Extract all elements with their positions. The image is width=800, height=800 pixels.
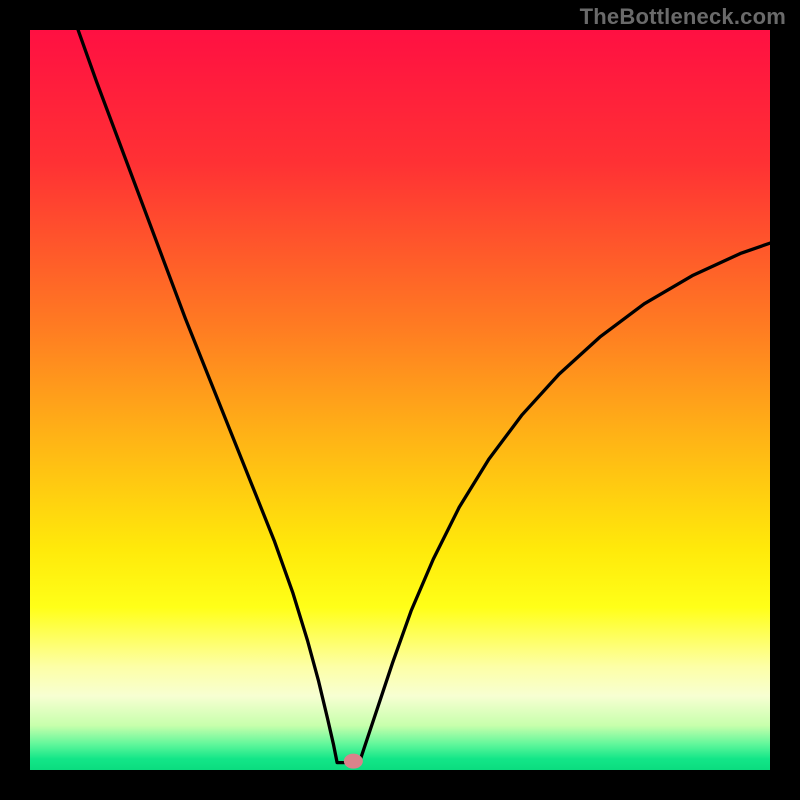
minimum-marker — [344, 754, 362, 768]
plot-background — [30, 30, 770, 770]
chart-frame: { "watermark": { "text": "TheBottleneck.… — [0, 0, 800, 800]
chart-svg — [0, 0, 800, 800]
watermark-text: TheBottleneck.com — [580, 4, 786, 30]
